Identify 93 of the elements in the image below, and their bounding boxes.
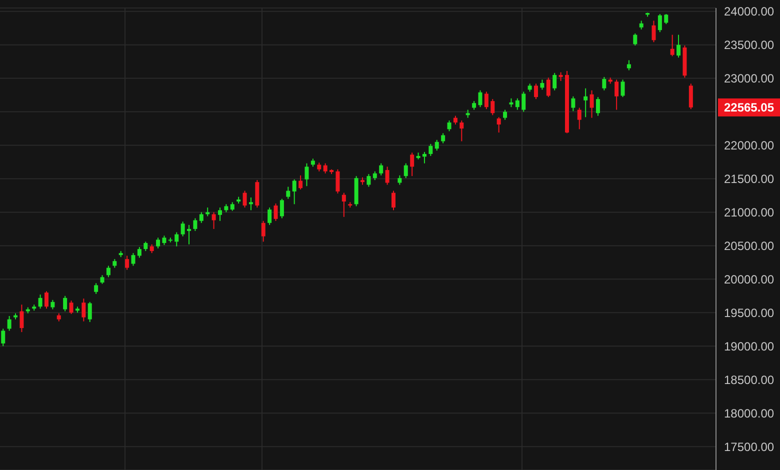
candlestick bbox=[460, 120, 464, 142]
candlestick bbox=[515, 98, 520, 110]
candlestick bbox=[670, 34, 674, 57]
y-tick-label: 23500.00 bbox=[724, 38, 774, 52]
candlestick bbox=[7, 316, 12, 332]
candlestick bbox=[248, 196, 253, 211]
candlestick bbox=[534, 83, 538, 100]
candlestick bbox=[584, 88, 588, 118]
y-tick-label: 21000.00 bbox=[724, 205, 774, 220]
candlestick bbox=[199, 212, 204, 224]
candlestick bbox=[546, 77, 550, 98]
candlestick bbox=[379, 162, 384, 176]
candlestick bbox=[688, 83, 693, 110]
candlestick bbox=[44, 290, 48, 310]
candlestick bbox=[286, 186, 290, 200]
candlestick bbox=[385, 166, 390, 186]
y-tick-label: 22000.00 bbox=[724, 138, 774, 153]
candlestick bbox=[261, 220, 266, 242]
candlestick bbox=[652, 20, 656, 43]
candlestick bbox=[323, 162, 328, 174]
candlestick bbox=[441, 132, 446, 144]
candlestick bbox=[478, 90, 482, 108]
text: 22565.05 bbox=[724, 100, 774, 114]
candlestick bbox=[242, 190, 247, 208]
candlestick bbox=[63, 295, 68, 312]
candlestick bbox=[125, 255, 130, 270]
candlestick bbox=[577, 107, 582, 130]
y-tick-label: 23000.00 bbox=[724, 72, 774, 86]
candlestick bbox=[162, 235, 166, 246]
candlestick bbox=[434, 139, 439, 152]
candlestick bbox=[626, 60, 631, 71]
candlestick bbox=[428, 143, 433, 156]
candlestick bbox=[292, 178, 296, 205]
candlestick bbox=[676, 34, 681, 58]
y-tick-label: 24000.00 bbox=[724, 4, 774, 19]
y-tick-label: 17500.00 bbox=[724, 440, 774, 454]
candlestick bbox=[342, 192, 346, 218]
y-tick-label: 19500.00 bbox=[724, 306, 774, 320]
candlestick bbox=[280, 198, 284, 219]
candlestick bbox=[1, 328, 6, 347]
candlestick bbox=[174, 232, 179, 247]
candlestick bbox=[94, 282, 98, 294]
candlestick bbox=[180, 221, 185, 237]
candlestick bbox=[255, 180, 260, 208]
candlestick bbox=[522, 91, 526, 112]
candlestick bbox=[422, 151, 426, 164]
candlestick bbox=[496, 116, 501, 134]
candlestick bbox=[447, 120, 452, 132]
candlestick bbox=[620, 79, 625, 98]
y-tick-label: 20500.00 bbox=[724, 238, 774, 253]
y-tick-label: 19000.00 bbox=[724, 339, 774, 354]
candlestick bbox=[484, 91, 488, 110]
candlestick bbox=[590, 90, 594, 118]
candlestick bbox=[304, 162, 309, 187]
candlestick bbox=[156, 237, 160, 249]
candlestick bbox=[658, 14, 662, 33]
candlestick bbox=[88, 301, 92, 323]
candlestick bbox=[274, 203, 278, 222]
candlestick bbox=[20, 304, 24, 333]
candlestick bbox=[391, 190, 396, 211]
y-tick-label: 20000.00 bbox=[724, 272, 774, 286]
candlestick bbox=[490, 98, 495, 116]
candlestick bbox=[50, 299, 55, 310]
candlestick bbox=[410, 152, 414, 177]
candlestick bbox=[218, 207, 222, 222]
candlestick bbox=[82, 298, 86, 322]
candlestick bbox=[336, 168, 340, 194]
candlestick bbox=[137, 246, 142, 258]
candlestick bbox=[503, 109, 508, 120]
candlestick bbox=[106, 265, 110, 278]
candlestick bbox=[664, 14, 668, 25]
candlestick bbox=[38, 294, 42, 310]
candlestick bbox=[187, 224, 192, 245]
candlestick bbox=[633, 32, 638, 46]
y-tick-label: 18500.00 bbox=[724, 372, 774, 387]
candlestick bbox=[298, 174, 303, 190]
candlestick bbox=[212, 212, 216, 230]
candlestick bbox=[144, 241, 148, 252]
y-tick-label: 21500.00 bbox=[724, 172, 774, 186]
candlestick bbox=[193, 218, 198, 232]
candlestick bbox=[69, 300, 74, 314]
candlestick bbox=[602, 76, 606, 91]
candlestick bbox=[366, 174, 371, 188]
candlestick bbox=[596, 96, 600, 116]
candlestick bbox=[614, 79, 619, 110]
candlestick bbox=[571, 96, 576, 112]
y-tick-label: 18000.00 bbox=[724, 406, 774, 420]
candlestick bbox=[398, 174, 402, 186]
candlestick bbox=[131, 252, 136, 266]
candlestick bbox=[404, 162, 408, 179]
candlestick bbox=[268, 207, 272, 226]
candlestick bbox=[552, 72, 557, 91]
candlestick bbox=[540, 79, 544, 90]
